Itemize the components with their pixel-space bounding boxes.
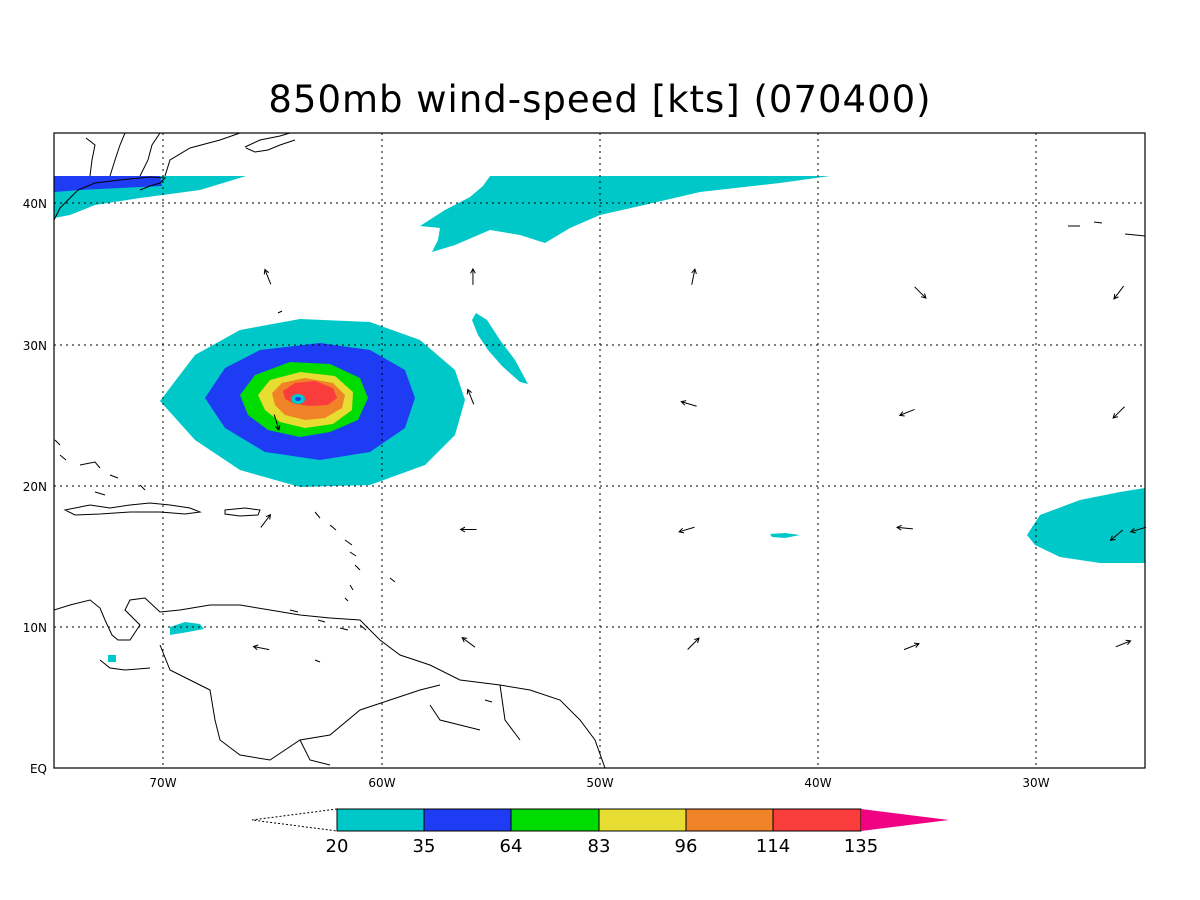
wind-vector	[678, 526, 695, 534]
colorbar-segment	[772, 808, 862, 832]
wind-vector	[898, 408, 915, 417]
x-tick-label: 50W	[586, 776, 613, 790]
colorbar-label: 135	[844, 836, 878, 857]
wind-vectors	[252, 267, 1147, 651]
x-tick-label: 30W	[1022, 776, 1049, 790]
coast-cuba	[63, 502, 202, 516]
colorbar-label: 20	[326, 836, 349, 857]
coast-nova-scotia	[244, 133, 296, 153]
wind-vector	[1112, 406, 1125, 419]
wind-vector	[1113, 285, 1125, 300]
lat-lon-grid	[54, 133, 1145, 768]
wind-vector	[895, 524, 913, 531]
colorbar-label: 64	[500, 836, 523, 857]
coast-small-islands	[277, 221, 1145, 703]
shading-streak	[472, 313, 528, 384]
shading-nw-35	[54, 176, 162, 192]
colorbar-below-triangle	[251, 808, 338, 832]
y-tick-label: EQ	[30, 762, 47, 776]
x-tick-label: 60W	[368, 776, 395, 790]
y-tick-label: 10N	[23, 621, 47, 635]
y-tick-label: 20N	[23, 480, 47, 494]
coast-lesser-antilles	[314, 511, 396, 602]
coast-south-america	[54, 597, 606, 768]
wind-vector	[1115, 639, 1132, 648]
wind-vector	[459, 526, 477, 533]
shading-north-jet	[420, 176, 830, 252]
wind-shading-layer	[54, 176, 1145, 662]
colorbar-label: 83	[588, 836, 611, 857]
shading-small-ne	[770, 533, 800, 538]
y-tick-label: 40N	[23, 197, 47, 211]
colorbar-label: 96	[675, 836, 698, 857]
wind-vector	[252, 644, 270, 651]
wind-vector	[260, 513, 272, 528]
wind-vector	[914, 286, 927, 299]
x-tick-label: 70W	[149, 776, 176, 790]
coast-north-america	[54, 133, 241, 221]
x-axis-labels: 70W 60W 50W 40W 30W	[149, 776, 1049, 790]
wind-vector	[470, 267, 476, 285]
wind-vector	[691, 268, 697, 285]
plot-frame	[53, 132, 1146, 769]
coast-borders	[99, 644, 521, 766]
wind-vector	[461, 636, 476, 648]
colorbar-above-triangle	[861, 809, 949, 831]
y-axis-labels: 40N 30N 20N 10N EQ	[23, 197, 47, 776]
colorbar-segment	[510, 808, 600, 832]
shading-east-patch	[1027, 488, 1145, 563]
shading-small-sa2	[108, 655, 116, 662]
y-tick-label: 30N	[23, 339, 47, 353]
wind-vector	[1109, 529, 1124, 542]
map-title: 850mb wind-speed [kts] (070400)	[268, 78, 932, 121]
storm-eye-inner	[295, 397, 301, 401]
coast-hispaniola	[224, 507, 261, 517]
x-tick-label: 40W	[804, 776, 831, 790]
coastlines	[54, 133, 1145, 768]
colorbar-segment	[336, 808, 425, 832]
colorbar-segment	[423, 808, 512, 832]
colorbar-label: 114	[756, 836, 790, 857]
colorbar: 20 35 64 83 96 114 135	[251, 808, 949, 857]
wind-vector	[466, 388, 475, 405]
colorbar-segment	[685, 808, 774, 832]
wind-vector	[903, 642, 920, 651]
coast-bahamas	[54, 439, 146, 496]
wind-vector	[273, 414, 281, 431]
colorbar-segment	[598, 808, 687, 832]
shading-small-sa	[170, 622, 204, 635]
wind-vector	[687, 637, 700, 650]
wind-vector	[263, 268, 272, 285]
wind-vector	[1129, 526, 1147, 534]
wind-vector	[680, 400, 697, 407]
colorbar-label: 35	[413, 836, 436, 857]
